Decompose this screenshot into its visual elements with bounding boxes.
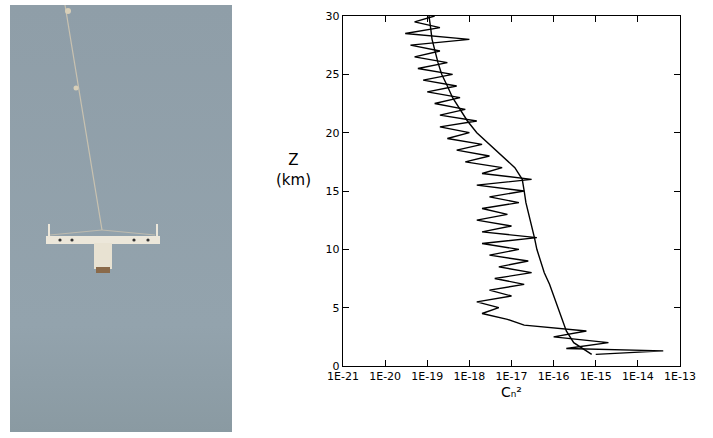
svg-text:1E-16: 1E-16 (538, 370, 570, 383)
svg-text:1E-15: 1E-15 (580, 370, 612, 383)
svg-text:15: 15 (326, 185, 340, 198)
svg-text:1E-20: 1E-20 (369, 370, 401, 383)
svg-text:5: 5 (333, 302, 340, 315)
svg-text:1E-13: 1E-13 (664, 370, 696, 383)
svg-text:1E-19: 1E-19 (411, 370, 443, 383)
svg-text:Z(km): Z(km) (276, 151, 311, 189)
svg-text:1E-14: 1E-14 (622, 370, 654, 383)
svg-text:1E-21: 1E-21 (327, 370, 359, 383)
svg-text:Cₙ²: Cₙ² (501, 384, 522, 400)
svg-text:1E-18: 1E-18 (453, 370, 485, 383)
svg-text:0: 0 (333, 360, 340, 373)
svg-text:20: 20 (326, 127, 340, 140)
svg-text:1E-17: 1E-17 (496, 370, 528, 383)
svg-text:30: 30 (326, 10, 340, 23)
svg-text:25: 25 (326, 68, 340, 81)
svg-text:10: 10 (326, 243, 340, 256)
